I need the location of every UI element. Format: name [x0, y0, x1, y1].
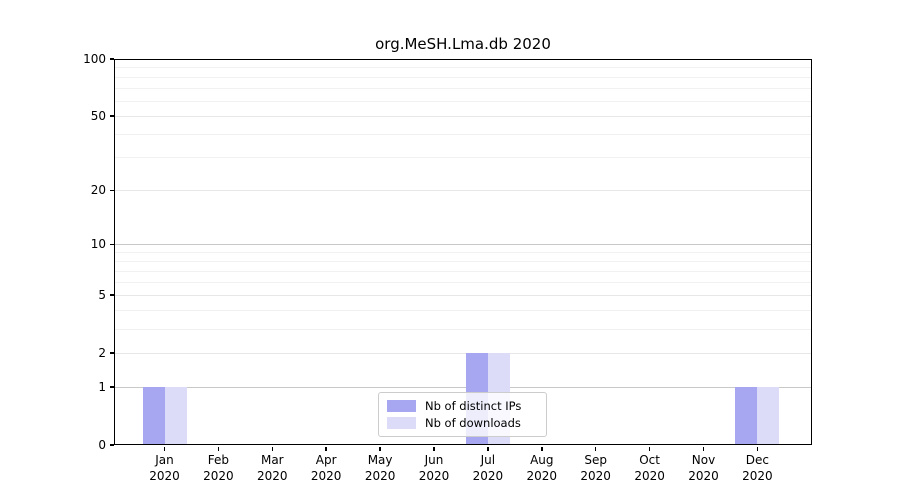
x-tick-label-jun: Jun 2020 [418, 453, 450, 483]
mid-gridline [114, 294, 812, 296]
mid-gridline [114, 352, 812, 354]
minor-gridline [114, 67, 812, 69]
major-gridline [114, 386, 812, 388]
x-tick-label-nov: Nov 2020 [688, 453, 719, 483]
y-tick-label: 5 [98, 287, 106, 302]
y-tick-label: 1 [98, 379, 106, 394]
y-tick-mark [110, 294, 114, 296]
minor-gridline [114, 133, 812, 135]
legend-label-downloads: Nb of downloads [425, 416, 521, 430]
x-tick-mark [594, 446, 597, 451]
y-tick-mark [110, 352, 114, 354]
y-tick-mark [110, 189, 114, 192]
x-tick-label-dec: Dec 2020 [742, 453, 773, 483]
x-tick-mark [379, 446, 381, 451]
x-tick-label-apr: Apr 2020 [310, 453, 342, 483]
x-tick-label-oct: Oct 2020 [634, 453, 665, 483]
y-tick-mark [110, 243, 114, 246]
x-tick-label-jan: Jan 2020 [149, 453, 180, 483]
x-tick-mark [163, 446, 166, 451]
y-tick-label: 0 [98, 437, 106, 452]
y-tick-mark [110, 115, 114, 117]
x-tick-label-jul: Jul 2020 [472, 453, 504, 483]
minor-gridline [114, 100, 812, 102]
major-gridline [114, 58, 812, 60]
bar-downloads-jan [164, 387, 187, 445]
mid-gridline [114, 115, 812, 117]
y-tick-label: 2 [98, 345, 106, 360]
legend-swatch-downloads [387, 417, 416, 429]
chart-title: org.MeSH.Lma.db 2020 [375, 35, 551, 53]
y-tick-mark [110, 386, 114, 388]
minor-gridline [114, 270, 812, 272]
x-tick-mark [325, 446, 327, 451]
legend-row-distinct-ips: Nb of distinct IPs [387, 399, 538, 413]
minor-gridline [114, 76, 812, 78]
x-tick-mark [217, 446, 220, 451]
minor-gridline [114, 309, 812, 311]
x-tick-mark [433, 446, 435, 451]
legend-swatch-distinct-ips [387, 400, 416, 412]
y-tick-label: 10 [90, 236, 106, 251]
x-tick-label-aug: Aug 2020 [526, 453, 558, 483]
y-tick-label: 20 [90, 182, 106, 197]
x-tick-label-feb: Feb 2020 [203, 453, 234, 483]
bar-downloads-dec [757, 387, 780, 445]
x-tick-mark [271, 446, 274, 451]
mid-gridline [114, 189, 812, 191]
minor-gridline [114, 260, 812, 262]
major-gridline [114, 243, 812, 245]
x-tick-mark [702, 446, 705, 451]
x-tick-label-may: May 2020 [364, 453, 396, 483]
x-tick-mark [487, 446, 489, 451]
minor-gridline [114, 87, 812, 89]
legend-label-distinct-ips: Nb of distinct IPs [425, 399, 522, 413]
legend: Nb of distinct IPs Nb of downloads [378, 392, 547, 437]
x-tick-label-mar: Mar 2020 [257, 453, 288, 483]
minor-gridline [114, 157, 812, 159]
x-tick-label-sep: Sep 2020 [580, 453, 611, 483]
bar-distinct_ips-dec [735, 387, 758, 445]
y-tick-mark [110, 444, 114, 446]
y-tick-mark [110, 58, 114, 60]
y-tick-label: 100 [83, 51, 106, 66]
legend-row-downloads: Nb of downloads [387, 416, 538, 430]
x-tick-mark [756, 446, 759, 451]
minor-gridline [114, 281, 812, 283]
minor-gridline [114, 251, 812, 253]
bar-distinct_ips-jan [142, 387, 165, 445]
x-tick-mark [541, 446, 543, 451]
y-tick-label: 50 [90, 108, 106, 123]
x-tick-mark [648, 446, 651, 451]
minor-gridline [114, 328, 812, 330]
